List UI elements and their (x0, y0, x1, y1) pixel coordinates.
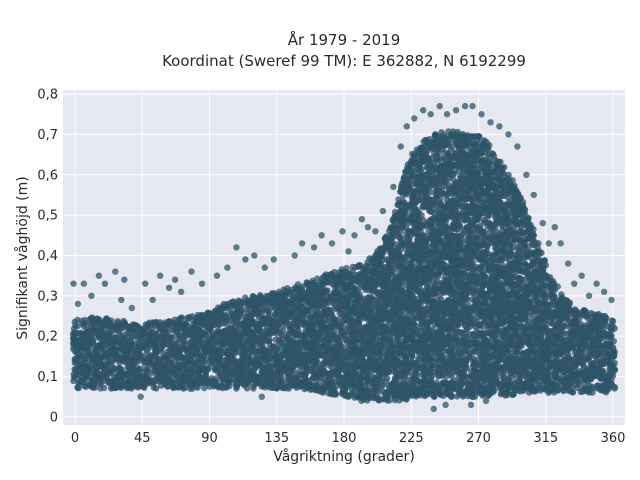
data-point (266, 336, 273, 343)
data-point (91, 380, 98, 388)
data-points (69, 102, 619, 413)
data-point (144, 365, 152, 372)
data-point (90, 336, 97, 343)
data-point (178, 314, 186, 321)
data-point (86, 347, 93, 355)
data-point (324, 287, 331, 294)
data-point (418, 165, 425, 173)
data-point (74, 322, 81, 330)
data-point (153, 385, 160, 392)
data-point (137, 365, 145, 372)
data-point (332, 391, 339, 398)
data-point (384, 375, 391, 382)
data-point (141, 384, 148, 391)
data-point (82, 321, 90, 328)
data-point (100, 384, 108, 392)
data-point (386, 397, 393, 404)
data-point (75, 384, 82, 392)
data-point (201, 359, 209, 366)
